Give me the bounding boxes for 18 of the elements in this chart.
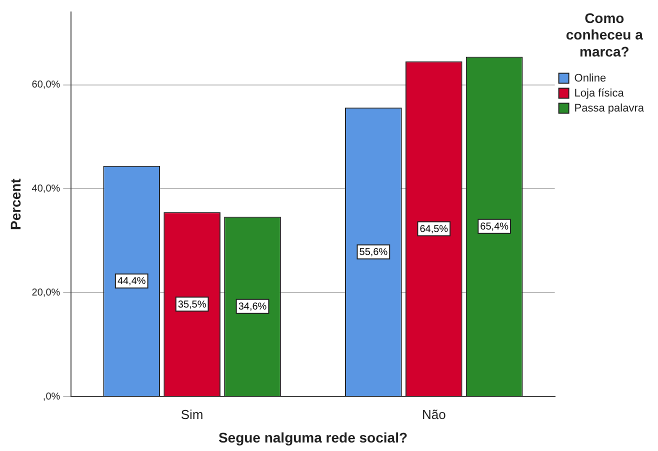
legend-label: Loja física (574, 87, 625, 100)
legend-title: Como conheceu a marca? (566, 10, 644, 60)
legend-label: Passa palavra (574, 102, 645, 114)
data-label: 55,6% (359, 247, 388, 258)
data-label: 34,6% (238, 302, 267, 313)
data-label: 44,4% (117, 276, 146, 288)
x-tick-label: Sim (180, 406, 204, 422)
y-tick-label: 60,0% (32, 80, 60, 91)
legend-label: Online (574, 72, 606, 84)
y-tick-label: 20,0% (32, 287, 60, 298)
data-label: 65,4% (480, 222, 509, 233)
data-label: 35,5% (178, 299, 206, 310)
y-axis-title: Percent (7, 178, 24, 230)
y-tick-label: ,0% (42, 391, 60, 402)
x-axis-title: Segue nalguma rede social? (218, 429, 408, 446)
y-tick-label: 40,0% (32, 183, 60, 194)
x-tick-label: Não (422, 406, 446, 422)
data-label: 64,5% (420, 224, 448, 235)
